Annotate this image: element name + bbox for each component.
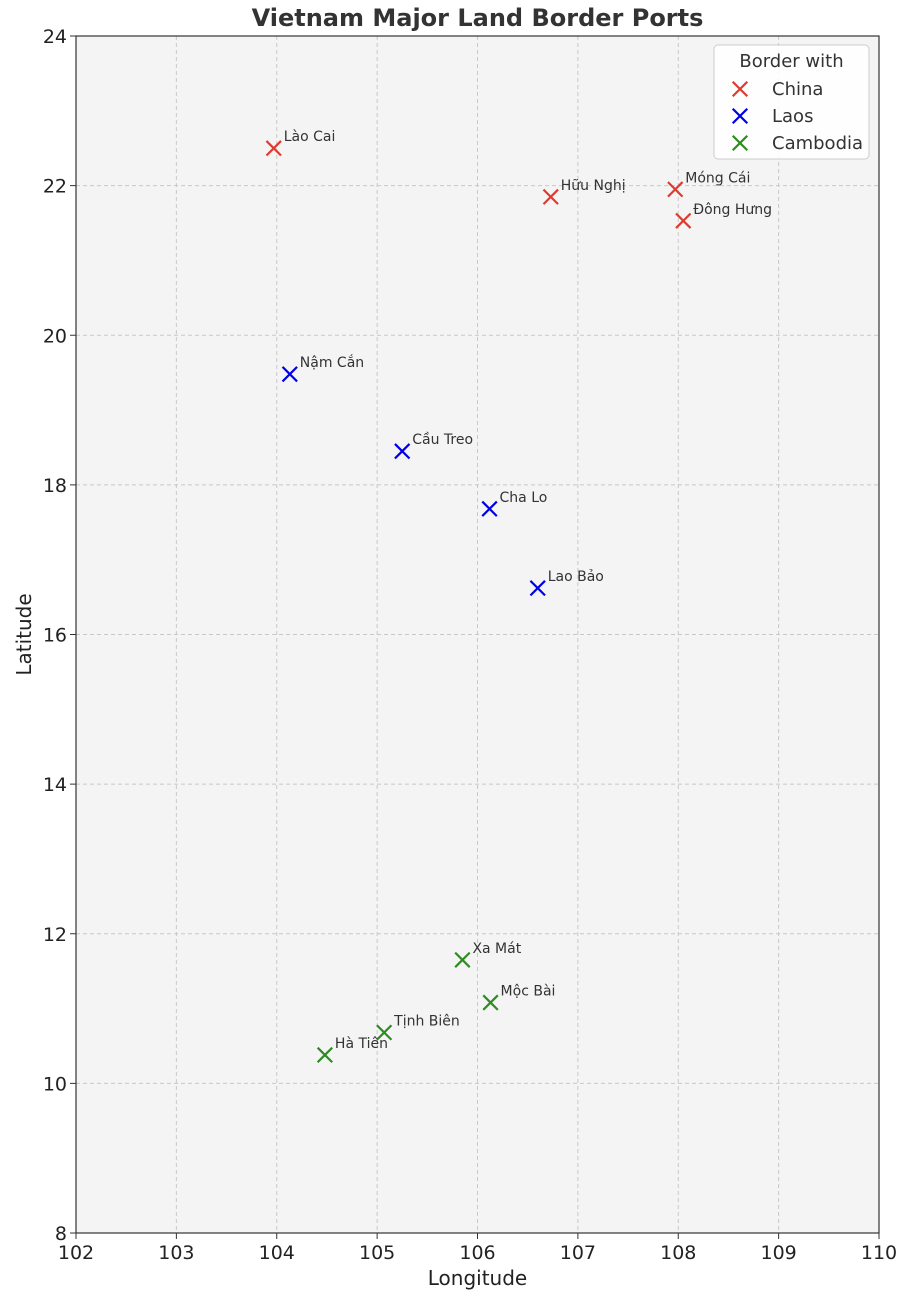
y-tick-label: 8: [55, 1223, 67, 1245]
data-point-label: Cha Lo: [500, 490, 548, 506]
x-tick-label: 107: [560, 1242, 596, 1264]
y-tick-label: 14: [43, 774, 67, 796]
x-tick-label: 104: [259, 1242, 295, 1264]
x-tick-label: 108: [660, 1242, 696, 1264]
axes-frame: [75, 35, 880, 1234]
y-tick-label: 24: [43, 26, 67, 48]
legend-box: [713, 44, 870, 160]
y-axis-label: Latitude: [12, 593, 36, 675]
data-point-label: Móng Cái: [685, 170, 750, 186]
data-point-marker: [376, 1024, 393, 1041]
data-point-marker: [394, 443, 411, 460]
chart-title: Vietnam Major Land Border Ports: [252, 4, 704, 32]
data-point-label: Lao Bảo: [548, 569, 604, 585]
data-point-marker: [667, 181, 684, 198]
y-tick-label: 16: [43, 625, 67, 647]
x-tick-label: 103: [158, 1242, 194, 1264]
data-point-label: Hữu Nghị: [561, 178, 626, 194]
data-point-label: Đông Hưng: [693, 202, 772, 218]
legend-marker: [731, 107, 749, 125]
data-point-label: Hà Tiên: [335, 1036, 388, 1052]
legend-marker: [731, 80, 749, 98]
data-point-label: Cầu Treo: [412, 432, 473, 448]
data-point-label: Tịnh Biên: [393, 1014, 460, 1030]
data-point-marker: [265, 140, 282, 157]
data-point-marker: [675, 212, 692, 229]
x-tick-label: 105: [359, 1242, 395, 1264]
y-tick-label: 18: [43, 475, 67, 497]
data-point-label: Lào Cai: [284, 129, 336, 145]
x-tick-label: 109: [760, 1242, 796, 1264]
legend: Border with China Laos Cambodia: [713, 44, 870, 160]
data-point-marker: [529, 580, 546, 597]
legend-entry: China: [772, 79, 823, 100]
x-axis-label: Longitude: [428, 1266, 527, 1290]
legend-entry: Cambodia: [772, 133, 863, 154]
data-point-label: Mộc Bài: [501, 984, 556, 1000]
data-point-marker: [316, 1046, 333, 1064]
data-point-marker: [454, 951, 471, 968]
legend-entry: Laos: [772, 106, 813, 127]
legend-marker: [731, 134, 749, 152]
data-point-label: Nậm Cắn: [300, 354, 364, 371]
data-point-marker: [482, 994, 499, 1011]
x-tick-label: 106: [459, 1242, 495, 1264]
y-tick-label: 22: [43, 176, 67, 198]
legend-title: Border with: [739, 51, 843, 72]
y-tick-label: 10: [43, 1073, 67, 1095]
y-tick-label: 12: [43, 924, 67, 946]
x-tick-label: 110: [861, 1242, 897, 1264]
y-tick-label: 20: [43, 325, 67, 347]
data-point-marker: [542, 188, 559, 205]
data-point-label: Xa Mát: [472, 941, 521, 957]
data-point-marker: [481, 500, 498, 517]
axes: 102 103 104 105 106 107 108 109 110 8 10 12 14 16 18 20…: [43, 26, 897, 1264]
data-point-marker: [281, 366, 298, 383]
x-tick-label: 102: [58, 1242, 94, 1264]
data-points: Lào Cai Hữu Nghị Móng Cái Đông Hưng Nậm Cắn C…: [265, 129, 772, 1064]
